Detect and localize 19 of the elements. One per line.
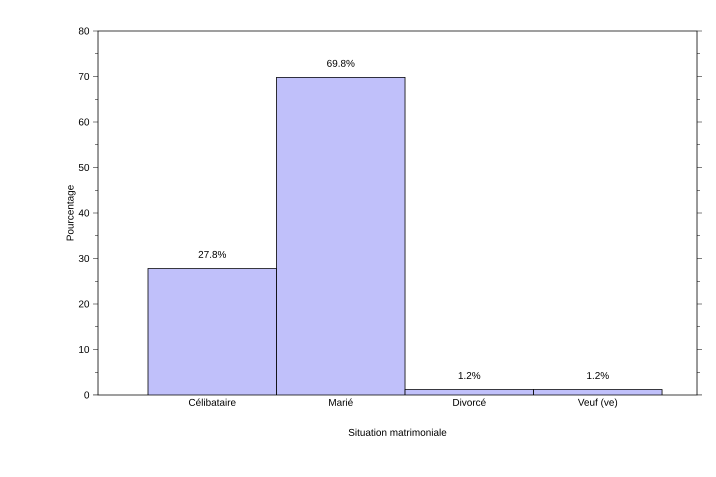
x-tick-label: Veuf (ve) xyxy=(578,398,618,408)
data-label: 27.8% xyxy=(198,250,226,258)
y-tick-label: 0 xyxy=(84,391,90,399)
data-label: 1.2% xyxy=(587,372,609,380)
data-label: 1.2% xyxy=(458,372,480,380)
y-axis-title: Pourcentage xyxy=(66,185,76,240)
x-tick-label: Célibataire xyxy=(188,398,236,406)
y-tick-label: 40 xyxy=(78,209,90,217)
x-axis-title: Situation matrimoniale xyxy=(348,428,446,436)
y-tick-label: 30 xyxy=(78,254,90,262)
y-tick-label: 80 xyxy=(78,27,90,35)
y-tick-label: 70 xyxy=(78,72,90,80)
x-tick-label: Marié xyxy=(329,398,353,406)
y-tick-label: 50 xyxy=(78,164,90,172)
data-label: 69.8% xyxy=(327,60,355,67)
y-tick-label: 10 xyxy=(79,346,90,354)
x-tick-label: Divorcé xyxy=(453,398,486,406)
y-tick-label: 60 xyxy=(78,118,90,126)
y-tick-label: 20 xyxy=(78,300,90,308)
